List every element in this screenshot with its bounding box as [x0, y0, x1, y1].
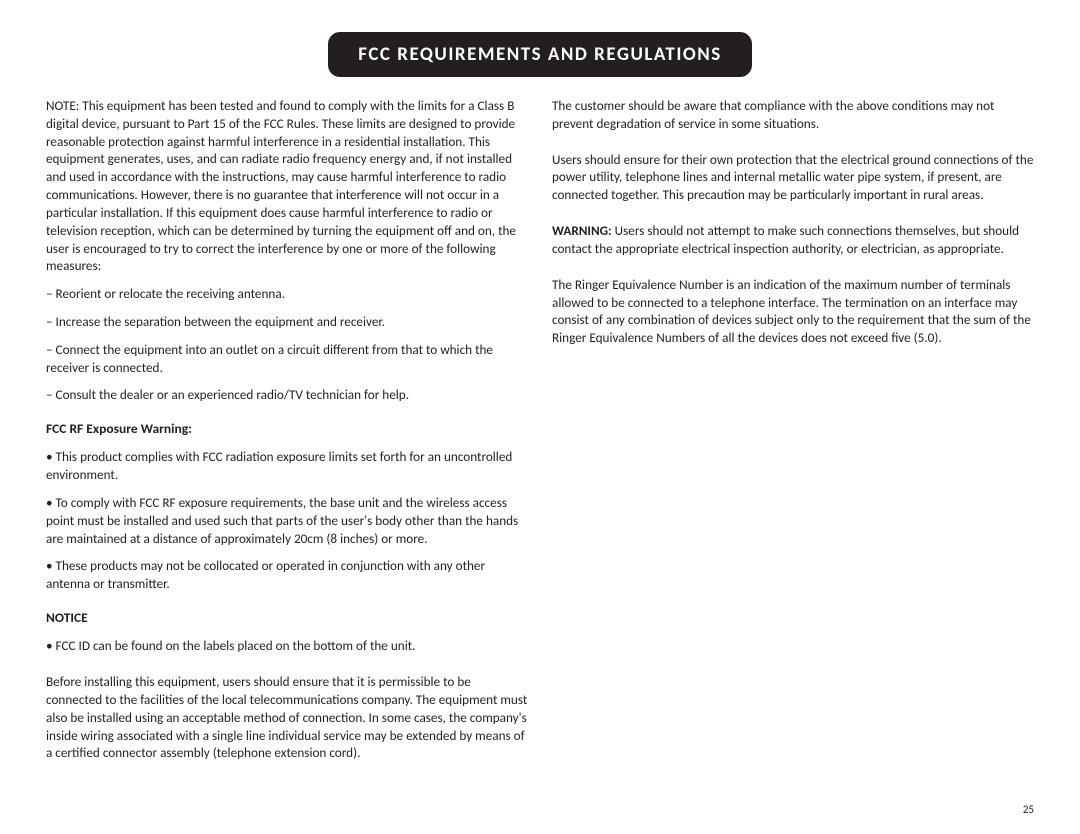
note-paragraph: NOTE: This equipment has been tested and…: [46, 97, 528, 275]
content-columns: NOTE: This equipment has been tested and…: [46, 97, 1034, 772]
grounding-paragraph: Users should ensure for their own protec…: [552, 151, 1034, 204]
warning-label: WARNING:: [552, 222, 612, 239]
notice-heading: NOTICE: [46, 609, 528, 627]
rf-bullet-3: • These products may not be collocated o…: [46, 557, 528, 593]
rf-bullet-2: • To comply with FCC RF exposure require…: [46, 494, 528, 547]
compliance-paragraph: The customer should be aware that compli…: [552, 97, 1034, 133]
page-title: FCC REQUIREMENTS AND REGULATIONS: [328, 32, 751, 77]
rf-bullet-1: • This product complies with FCC radiati…: [46, 448, 528, 484]
notice-bullet-1: • FCC ID can be found on the labels plac…: [46, 637, 528, 655]
ren-paragraph: The Ringer Equivalence Number is an indi…: [552, 276, 1034, 347]
rf-warning-heading: FCC RF Exposure Warning:: [46, 420, 528, 438]
measure-3: – Connect the equipment into an outlet o…: [46, 341, 528, 377]
warning-paragraph: WARNING: Users should not attempt to mak…: [552, 222, 1034, 258]
page-number: 25: [1023, 803, 1034, 816]
measure-1: – Reorient or relocate the receiving ant…: [46, 285, 528, 303]
install-paragraph: Before installing this equipment, users …: [46, 673, 528, 762]
right-column: The customer should be aware that compli…: [552, 97, 1034, 772]
left-column: NOTE: This equipment has been tested and…: [46, 97, 528, 772]
measure-2: – Increase the separation between the eq…: [46, 313, 528, 331]
measure-4: – Consult the dealer or an experienced r…: [46, 386, 528, 404]
warning-text: Users should not attempt to make such co…: [552, 222, 1019, 257]
